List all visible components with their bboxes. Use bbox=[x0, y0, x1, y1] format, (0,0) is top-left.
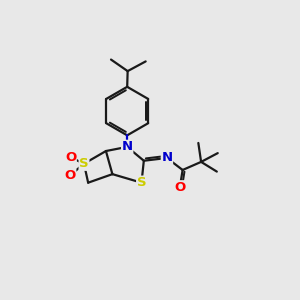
Text: O: O bbox=[65, 151, 76, 164]
Text: S: S bbox=[137, 176, 146, 189]
Text: O: O bbox=[174, 181, 185, 194]
Text: N: N bbox=[122, 140, 133, 153]
Text: S: S bbox=[79, 157, 89, 170]
Text: N: N bbox=[161, 152, 172, 164]
Text: O: O bbox=[64, 169, 76, 182]
